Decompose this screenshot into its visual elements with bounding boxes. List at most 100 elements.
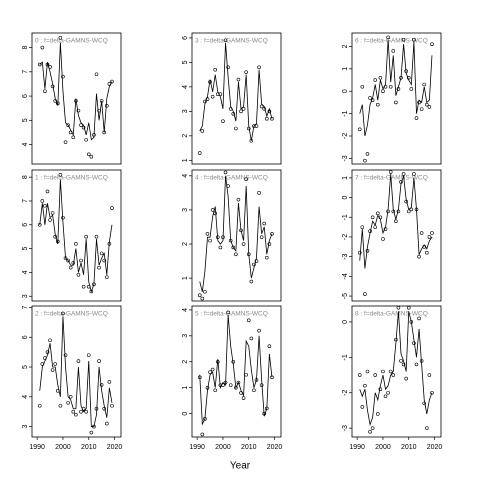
point xyxy=(396,305,401,310)
point xyxy=(409,87,414,91)
y-tick-label: 8 xyxy=(22,46,29,50)
point xyxy=(66,400,70,405)
point xyxy=(363,292,367,296)
point xyxy=(246,126,251,131)
point xyxy=(246,318,251,323)
panel-frame xyxy=(31,169,122,302)
point xyxy=(210,208,215,212)
point xyxy=(425,250,429,255)
y-tick-label: 2 xyxy=(182,242,189,246)
point xyxy=(48,338,52,343)
point xyxy=(213,388,218,393)
point xyxy=(45,189,50,194)
point xyxy=(422,82,427,87)
point xyxy=(48,65,52,69)
point xyxy=(427,235,432,239)
point xyxy=(259,383,264,387)
point xyxy=(40,45,45,50)
point xyxy=(221,383,225,387)
point xyxy=(221,235,225,240)
point xyxy=(357,127,362,132)
point xyxy=(231,359,236,364)
point xyxy=(234,252,238,257)
point xyxy=(40,362,45,366)
point xyxy=(241,396,246,400)
y-tick-label: -2 xyxy=(342,133,349,139)
point xyxy=(370,215,375,220)
point xyxy=(228,383,233,387)
line xyxy=(359,173,433,269)
point xyxy=(221,119,225,123)
point xyxy=(105,103,109,108)
point xyxy=(360,405,365,409)
point xyxy=(205,97,210,101)
point xyxy=(208,80,212,84)
point xyxy=(254,259,259,263)
point xyxy=(61,74,65,79)
point xyxy=(231,112,236,116)
x-tick-label: 2020 xyxy=(267,444,283,451)
point xyxy=(89,289,94,294)
point xyxy=(200,296,205,301)
point xyxy=(381,89,385,94)
point xyxy=(79,123,83,127)
x-tick-label: 2010 xyxy=(401,444,417,451)
point xyxy=(37,403,42,408)
point xyxy=(401,362,406,367)
point xyxy=(241,107,246,111)
point xyxy=(89,154,94,159)
y-tick-label: 0 xyxy=(342,196,349,200)
y-tick-label: 2 xyxy=(182,134,189,138)
point xyxy=(55,389,60,393)
point xyxy=(92,424,96,429)
point xyxy=(414,362,419,367)
point xyxy=(223,38,228,43)
point xyxy=(394,100,398,105)
point xyxy=(417,100,421,105)
point xyxy=(417,316,421,321)
point xyxy=(197,293,202,298)
point xyxy=(63,140,68,144)
point xyxy=(71,135,76,140)
point xyxy=(267,242,272,246)
panel-title: 6 : f=delta-GAMNS-WCQ xyxy=(355,38,428,45)
point xyxy=(94,72,99,77)
y-tick-label: -3 xyxy=(342,425,349,431)
panel-title: 3 : f=delta-GAMNS-WCQ xyxy=(195,38,268,45)
point xyxy=(419,107,424,111)
point xyxy=(427,105,432,109)
point xyxy=(252,262,256,267)
point xyxy=(244,372,248,377)
point xyxy=(270,375,274,380)
point xyxy=(102,130,107,135)
point xyxy=(365,369,370,374)
y-tick-label: 7 xyxy=(22,305,29,309)
point xyxy=(267,344,272,349)
point xyxy=(215,235,220,240)
point xyxy=(406,209,411,214)
point xyxy=(386,35,390,40)
x-tick-label: 2020 xyxy=(107,444,123,451)
y-tick-label: 5 xyxy=(22,247,29,251)
point xyxy=(239,109,243,114)
point xyxy=(43,356,47,360)
y-tick-label: -5 xyxy=(342,293,349,299)
point xyxy=(63,353,68,357)
point xyxy=(427,373,432,377)
panel-frame xyxy=(351,169,442,302)
point xyxy=(205,385,210,390)
point xyxy=(86,152,91,157)
point xyxy=(239,391,243,395)
point xyxy=(55,239,60,244)
point xyxy=(97,359,101,363)
y-tick-label: 5 xyxy=(182,60,189,64)
point xyxy=(236,380,241,385)
point xyxy=(365,152,370,156)
point xyxy=(68,130,73,135)
point xyxy=(50,84,55,89)
point xyxy=(61,215,65,220)
point xyxy=(213,67,218,72)
point xyxy=(74,242,78,246)
